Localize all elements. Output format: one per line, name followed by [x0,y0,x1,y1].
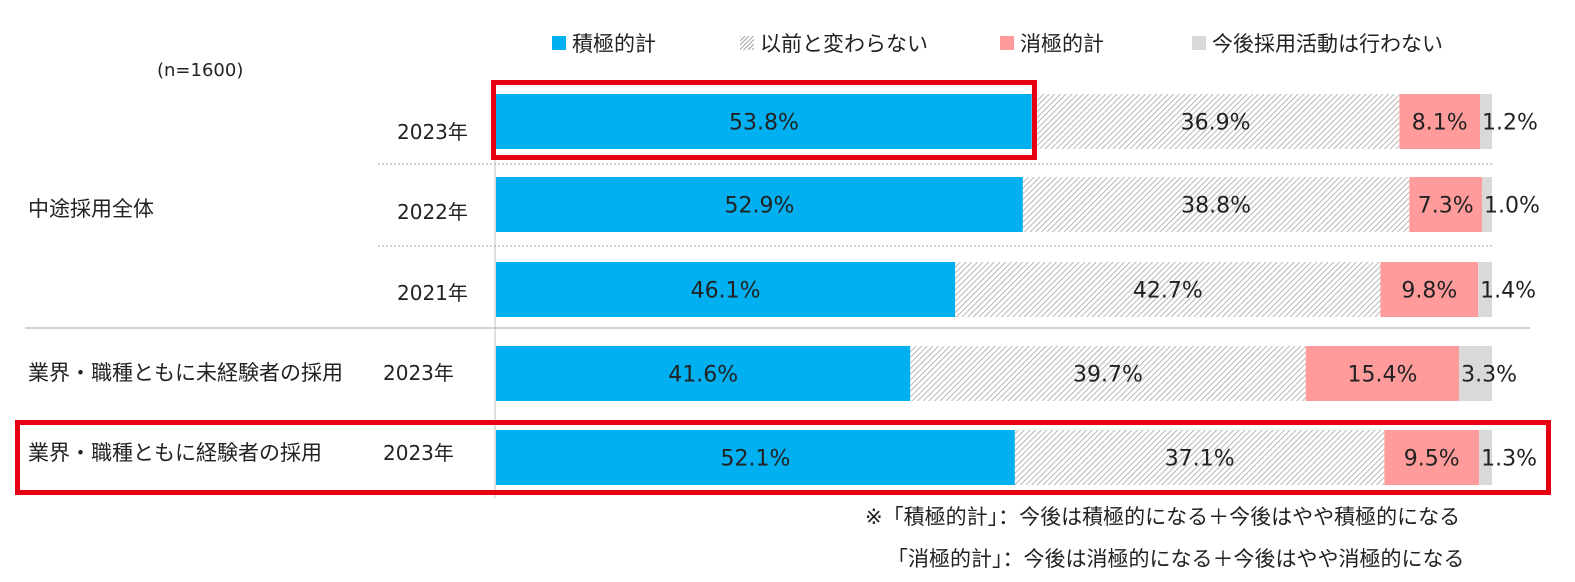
bar-segment-unchanged [1014,430,1385,485]
legend-item-negative: 消極的計 [1000,28,1104,58]
legend-swatch-negative [1000,36,1014,50]
group-label-experienced: 業界・職種ともに経験者の採用 [28,441,322,465]
data-label-no-hiring: 1.0% [1484,194,1540,219]
data-label-unchanged: 38.8% [1181,194,1251,219]
data-label-unchanged: 39.7% [1073,363,1143,388]
note-positive-definition: ※「積極的計」：今後は積極的になる＋今後はやや積極的になる [865,505,1461,529]
data-label-negative: 8.1% [1412,111,1468,136]
legend-label-unchanged: 以前と変わらない [760,32,928,56]
data-label-no-hiring: 1.2% [1482,111,1538,136]
legend-label-positive: 積極的計 [572,32,656,56]
bar-segment-negative [1399,94,1481,149]
bar-segment-no-hiring [1459,346,1492,401]
year-label-overall-2021: 2021年 [397,281,468,305]
legend-item-no-hiring: 今後採用活動は行わない [1192,28,1443,58]
bar-segment-unchanged [1022,177,1410,232]
bars-layer: 53.8% 36.9% 8.1% 1.2% 52.9% 38.8% 7.3% 1.0% 46.1… [496,94,1540,485]
bar-segment-no-hiring [1478,262,1492,317]
legend-swatch-no-hiring [1192,36,1206,50]
year-label-overall-2023: 2023年 [397,120,468,144]
data-label-negative: 15.4% [1347,363,1417,388]
highlight-box-overall-2023 [491,80,1037,160]
group-label-inexperienced: 業界・職種ともに未経験者の採用 [28,361,343,385]
sample-size: (n=1600) [157,60,244,81]
data-label-unchanged: 36.9% [1181,111,1251,136]
bar-segment-negative [1409,177,1482,232]
data-label-positive: 52.1% [721,447,791,472]
bar-segment-no-hiring [1479,430,1492,485]
note-negative-definition: 「消極的計」：今後は消極的になる＋今後はやや消極的になる [887,547,1465,571]
bar-segment-no-hiring [1480,94,1492,149]
data-label-no-hiring: 3.3% [1461,363,1517,388]
data-label-no-hiring: 1.4% [1480,279,1536,304]
bar-segment-unchanged [910,346,1306,401]
data-label-positive: 46.1% [691,279,761,304]
bar-segment-positive [496,346,911,401]
legend-item-unchanged: 以前と変わらない [740,28,928,58]
data-label-positive: 53.8% [729,111,799,136]
bar-segment-positive [496,262,956,317]
data-label-unchanged: 37.1% [1165,447,1235,472]
data-label-negative: 9.8% [1401,279,1457,304]
legend-item-positive: 積極的計 [552,28,656,58]
bar-segment-no-hiring [1482,177,1492,232]
data-label-positive: 41.6% [668,363,738,388]
data-label-unchanged: 42.7% [1133,279,1203,304]
data-label-negative: 9.5% [1404,447,1460,472]
legend-swatch-unchanged [740,36,754,50]
year-label-inexperienced-2023: 2023年 [383,361,454,385]
bar-segment-unchanged [1031,94,1400,149]
data-label-no-hiring: 1.3% [1481,447,1537,472]
legend-label-no-hiring: 今後採用活動は行わない [1212,32,1443,56]
highlight-box-experienced [15,420,1551,495]
legend-swatch-positive [552,36,566,50]
year-label-overall-2022: 2022年 [397,200,468,224]
data-label-negative: 7.3% [1418,194,1474,219]
bar-segment-positive [496,430,1015,485]
bar-segment-negative [1384,430,1479,485]
bar-segment-negative [1305,346,1460,401]
bar-segment-unchanged [955,262,1381,317]
data-label-positive: 52.9% [724,194,794,219]
bar-segment-negative [1380,262,1478,317]
year-label-experienced-2023: 2023年 [383,441,454,465]
bar-segment-positive [496,94,1032,149]
bar-segment-positive [496,177,1023,232]
legend-label-negative: 消極的計 [1020,32,1104,56]
group-label-overall: 中途採用全体 [28,197,154,221]
